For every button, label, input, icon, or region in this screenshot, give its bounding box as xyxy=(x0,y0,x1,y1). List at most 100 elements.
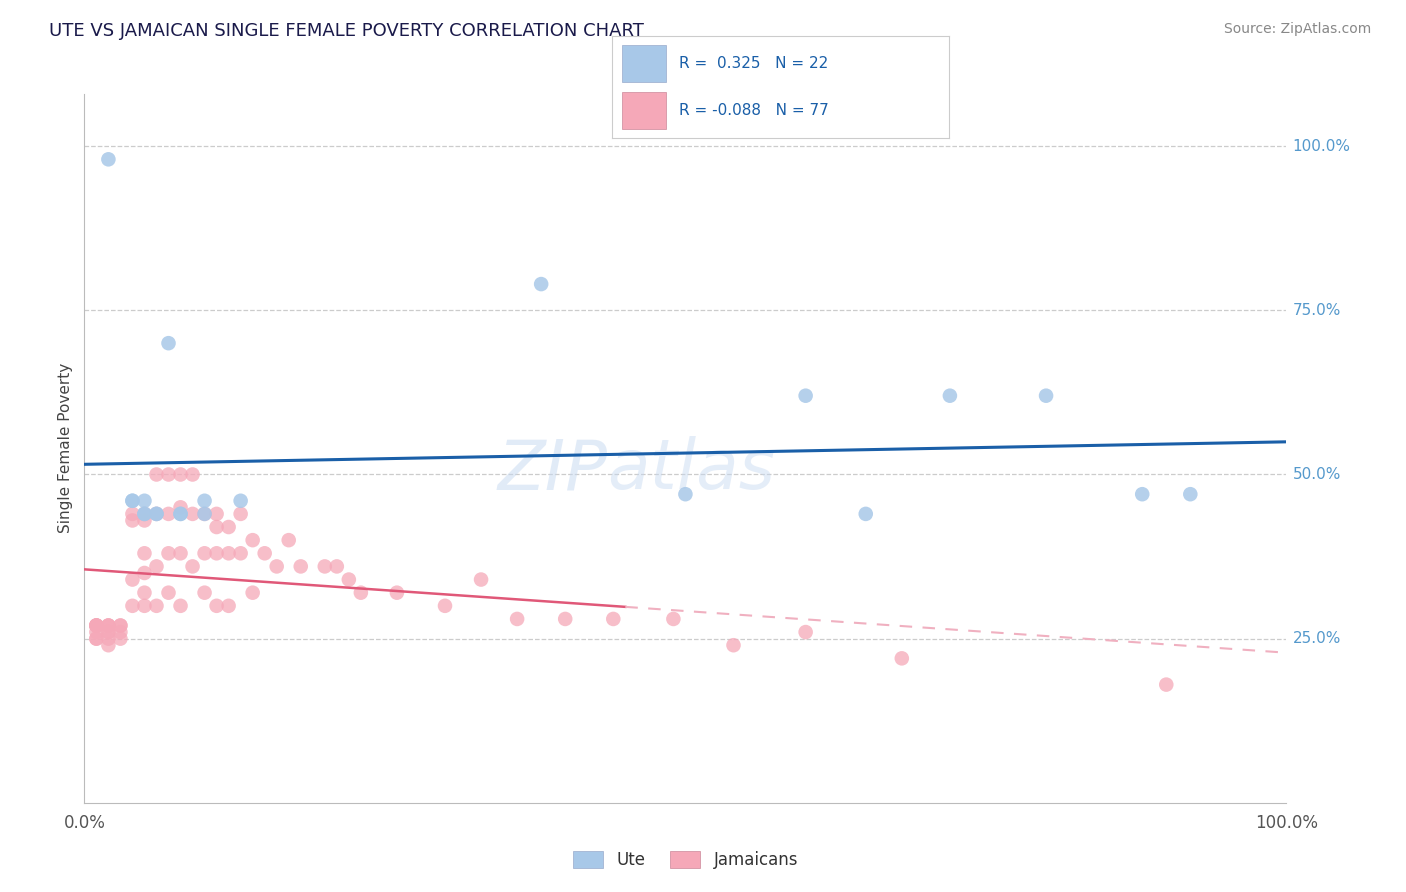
Point xyxy=(530,277,553,291)
Point xyxy=(794,389,817,403)
Point xyxy=(554,612,576,626)
Point xyxy=(134,566,156,580)
Point xyxy=(169,507,191,521)
Point xyxy=(121,493,143,508)
Point xyxy=(134,585,156,599)
Point xyxy=(169,500,191,515)
Point xyxy=(855,507,877,521)
Point xyxy=(242,533,264,548)
Point xyxy=(229,546,252,560)
Point xyxy=(1130,487,1153,501)
Text: atlas: atlas xyxy=(607,436,775,503)
Point xyxy=(134,507,156,521)
Point xyxy=(218,599,240,613)
Point xyxy=(194,507,217,521)
Point xyxy=(97,153,120,167)
Point xyxy=(169,507,191,521)
Point xyxy=(675,487,697,501)
Point xyxy=(121,573,143,587)
Text: 50.0%: 50.0% xyxy=(1292,467,1341,482)
Point xyxy=(602,612,624,626)
Point xyxy=(350,585,373,599)
Point xyxy=(205,520,228,534)
Point xyxy=(121,599,143,613)
Point xyxy=(97,632,120,646)
Legend: Ute, Jamaicans: Ute, Jamaicans xyxy=(567,845,804,876)
Point xyxy=(110,618,132,632)
Point xyxy=(794,625,817,640)
Point xyxy=(97,618,120,632)
Point xyxy=(134,507,156,521)
Point xyxy=(110,618,132,632)
Text: R = -0.088   N = 77: R = -0.088 N = 77 xyxy=(679,103,830,118)
Point xyxy=(157,467,180,482)
Point xyxy=(110,632,132,646)
Point xyxy=(194,585,217,599)
Point xyxy=(662,612,685,626)
Point xyxy=(326,559,349,574)
Point xyxy=(86,618,108,632)
Text: R =  0.325   N = 22: R = 0.325 N = 22 xyxy=(679,56,828,70)
Bar xyxy=(621,92,665,129)
Point xyxy=(121,513,143,527)
Point xyxy=(157,336,180,351)
Point xyxy=(145,559,167,574)
Bar xyxy=(621,45,665,82)
Point xyxy=(134,546,156,560)
Point xyxy=(1035,389,1057,403)
Point xyxy=(506,612,529,626)
Text: ZIP: ZIP xyxy=(498,436,607,503)
Text: UTE VS JAMAICAN SINGLE FEMALE POVERTY CORRELATION CHART: UTE VS JAMAICAN SINGLE FEMALE POVERTY CO… xyxy=(49,22,644,40)
Point xyxy=(134,493,156,508)
Point xyxy=(145,507,167,521)
Point xyxy=(290,559,312,574)
Point xyxy=(253,546,276,560)
Point xyxy=(470,573,492,587)
Point xyxy=(134,507,156,521)
Point xyxy=(218,546,240,560)
Point xyxy=(205,546,228,560)
Point xyxy=(723,638,745,652)
Point xyxy=(229,493,252,508)
Point xyxy=(121,507,143,521)
Point xyxy=(157,546,180,560)
Point xyxy=(86,632,108,646)
Point xyxy=(434,599,457,613)
Point xyxy=(86,618,108,632)
Point xyxy=(86,632,108,646)
Point xyxy=(97,625,120,640)
Text: 25.0%: 25.0% xyxy=(1292,632,1341,646)
Text: 100.0%: 100.0% xyxy=(1292,138,1351,153)
Point xyxy=(181,559,204,574)
Point xyxy=(385,585,408,599)
Point xyxy=(242,585,264,599)
Y-axis label: Single Female Poverty: Single Female Poverty xyxy=(58,363,73,533)
Point xyxy=(145,599,167,613)
Point xyxy=(277,533,299,548)
Point xyxy=(939,389,962,403)
Point xyxy=(169,599,191,613)
Point xyxy=(194,493,217,508)
Point xyxy=(86,618,108,632)
Point xyxy=(86,618,108,632)
Point xyxy=(110,625,132,640)
Point xyxy=(194,507,217,521)
Point xyxy=(181,467,204,482)
Point xyxy=(205,507,228,521)
Point xyxy=(97,618,120,632)
Point xyxy=(157,585,180,599)
Point xyxy=(1156,678,1178,692)
Point xyxy=(97,638,120,652)
Point xyxy=(86,625,108,640)
Point xyxy=(890,651,912,665)
Point xyxy=(97,625,120,640)
Point xyxy=(181,507,204,521)
Point xyxy=(229,507,252,521)
Text: Source: ZipAtlas.com: Source: ZipAtlas.com xyxy=(1223,22,1371,37)
Point xyxy=(169,467,191,482)
Point xyxy=(194,546,217,560)
Point xyxy=(169,546,191,560)
Point xyxy=(205,599,228,613)
Point xyxy=(134,599,156,613)
Point xyxy=(266,559,288,574)
